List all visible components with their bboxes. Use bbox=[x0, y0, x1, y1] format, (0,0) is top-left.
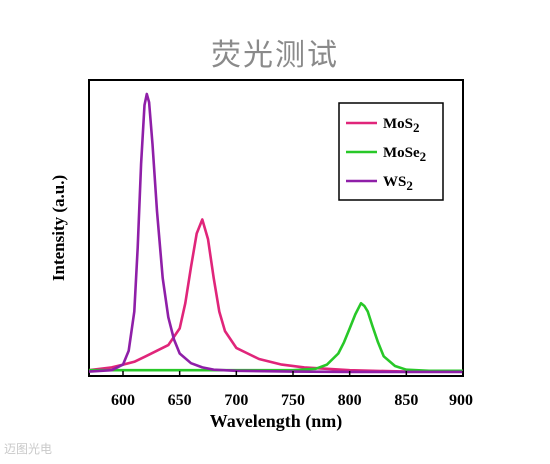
series-line-mos2 bbox=[88, 218, 463, 373]
series-line-mose2 bbox=[89, 301, 463, 373]
y-axis-label: Intensity (a.u.) bbox=[49, 175, 68, 281]
x-axis: 600 650 700 750 800 850 900 bbox=[111, 371, 473, 409]
watermark-text: 迈图光电 bbox=[4, 442, 53, 456]
x-tick-label-900: 900 bbox=[449, 392, 473, 409]
series-layer bbox=[88, 92, 463, 374]
x-axis-label: Wavelength (nm) bbox=[210, 411, 343, 432]
series-line-ws2 bbox=[88, 92, 463, 374]
legend: MoS2 MoSe2 WS2 bbox=[338, 102, 444, 201]
x-tick-label-700: 700 bbox=[224, 392, 248, 409]
legend-label-ws2: WS2 bbox=[383, 174, 413, 193]
legend-label-mose2: MoSe2 bbox=[383, 145, 426, 164]
legend-label-mos2: MoS2 bbox=[383, 116, 420, 135]
legend-items: MoS2 MoSe2 WS2 bbox=[346, 116, 426, 193]
chart-title: 荧光测试 bbox=[211, 38, 339, 73]
x-tick-label-850: 850 bbox=[394, 392, 418, 409]
x-tick-label-650: 650 bbox=[168, 392, 192, 409]
x-tick-label-600: 600 bbox=[111, 392, 135, 409]
x-tick-label-750: 750 bbox=[281, 392, 305, 409]
x-tick-label-800: 800 bbox=[338, 392, 362, 409]
